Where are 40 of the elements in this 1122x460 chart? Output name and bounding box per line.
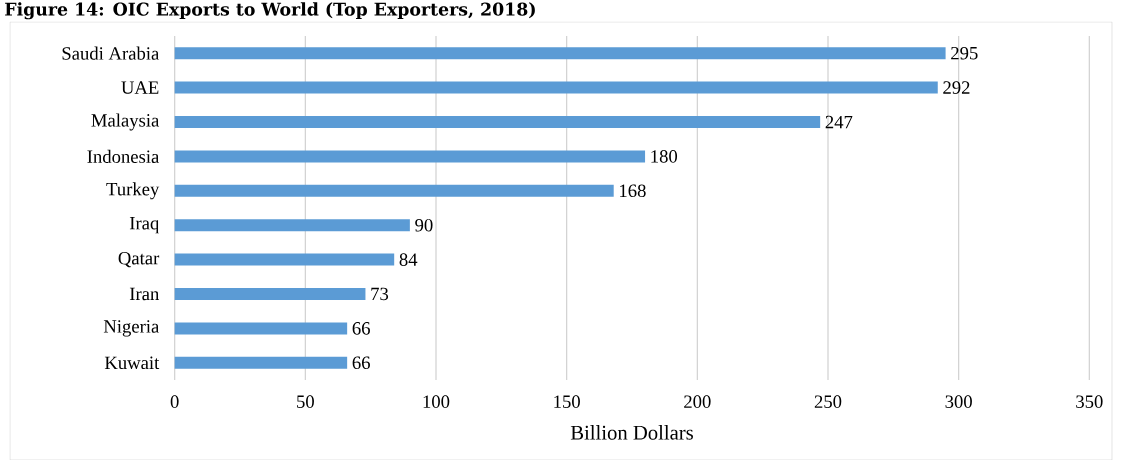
bar (174, 253, 395, 266)
x-tick-label: 100 (423, 395, 450, 408)
x-tick-label: 250 (814, 395, 842, 408)
data-label: 247 (825, 115, 853, 129)
data-label: 73 (371, 287, 389, 301)
y-tick-label: Malaysia (91, 113, 160, 131)
y-tick-label: Qatar (118, 251, 160, 268)
bar (174, 219, 410, 232)
data-label: 295 (951, 46, 978, 60)
x-tick-label: 300 (945, 395, 972, 408)
x-axis-title: Billion Dollars (570, 425, 693, 440)
bar (174, 81, 938, 94)
x-tick-label: 0 (170, 395, 179, 408)
data-label: 292 (943, 81, 970, 94)
y-tick-label: Turkey (106, 182, 160, 200)
y-tick-label: UAE (121, 81, 159, 94)
x-tick-label: 200 (684, 395, 711, 408)
bar (174, 356, 348, 369)
x-tick-label: 150 (554, 395, 580, 408)
y-tick-label: Kuwait (104, 356, 160, 370)
data-label: 66 (352, 356, 370, 370)
y-tick-label: Iran (129, 287, 160, 301)
bar (174, 47, 946, 60)
data-label: 180 (651, 150, 678, 163)
bar (174, 184, 614, 197)
bar (174, 322, 348, 335)
y-tick-label: Saudi Arabia (62, 46, 160, 60)
bar (174, 287, 366, 300)
bar (174, 116, 821, 128)
bar (174, 150, 646, 163)
y-tick-label: Indonesia (87, 149, 160, 163)
data-label: 168 (620, 184, 646, 198)
x-tick-label: 50 (297, 395, 314, 408)
data-label: 84 (399, 253, 418, 266)
data-label: 90 (415, 218, 433, 232)
y-tick-label: Nigeria (103, 320, 160, 337)
chart-title: Figure 14: OIC Exports to World (Top Exporters, 2018) (5, 2, 535, 20)
y-tick-label: Iraq (129, 217, 159, 234)
data-label: 66 (352, 322, 370, 335)
x-tick-label: 350 (1076, 395, 1103, 408)
